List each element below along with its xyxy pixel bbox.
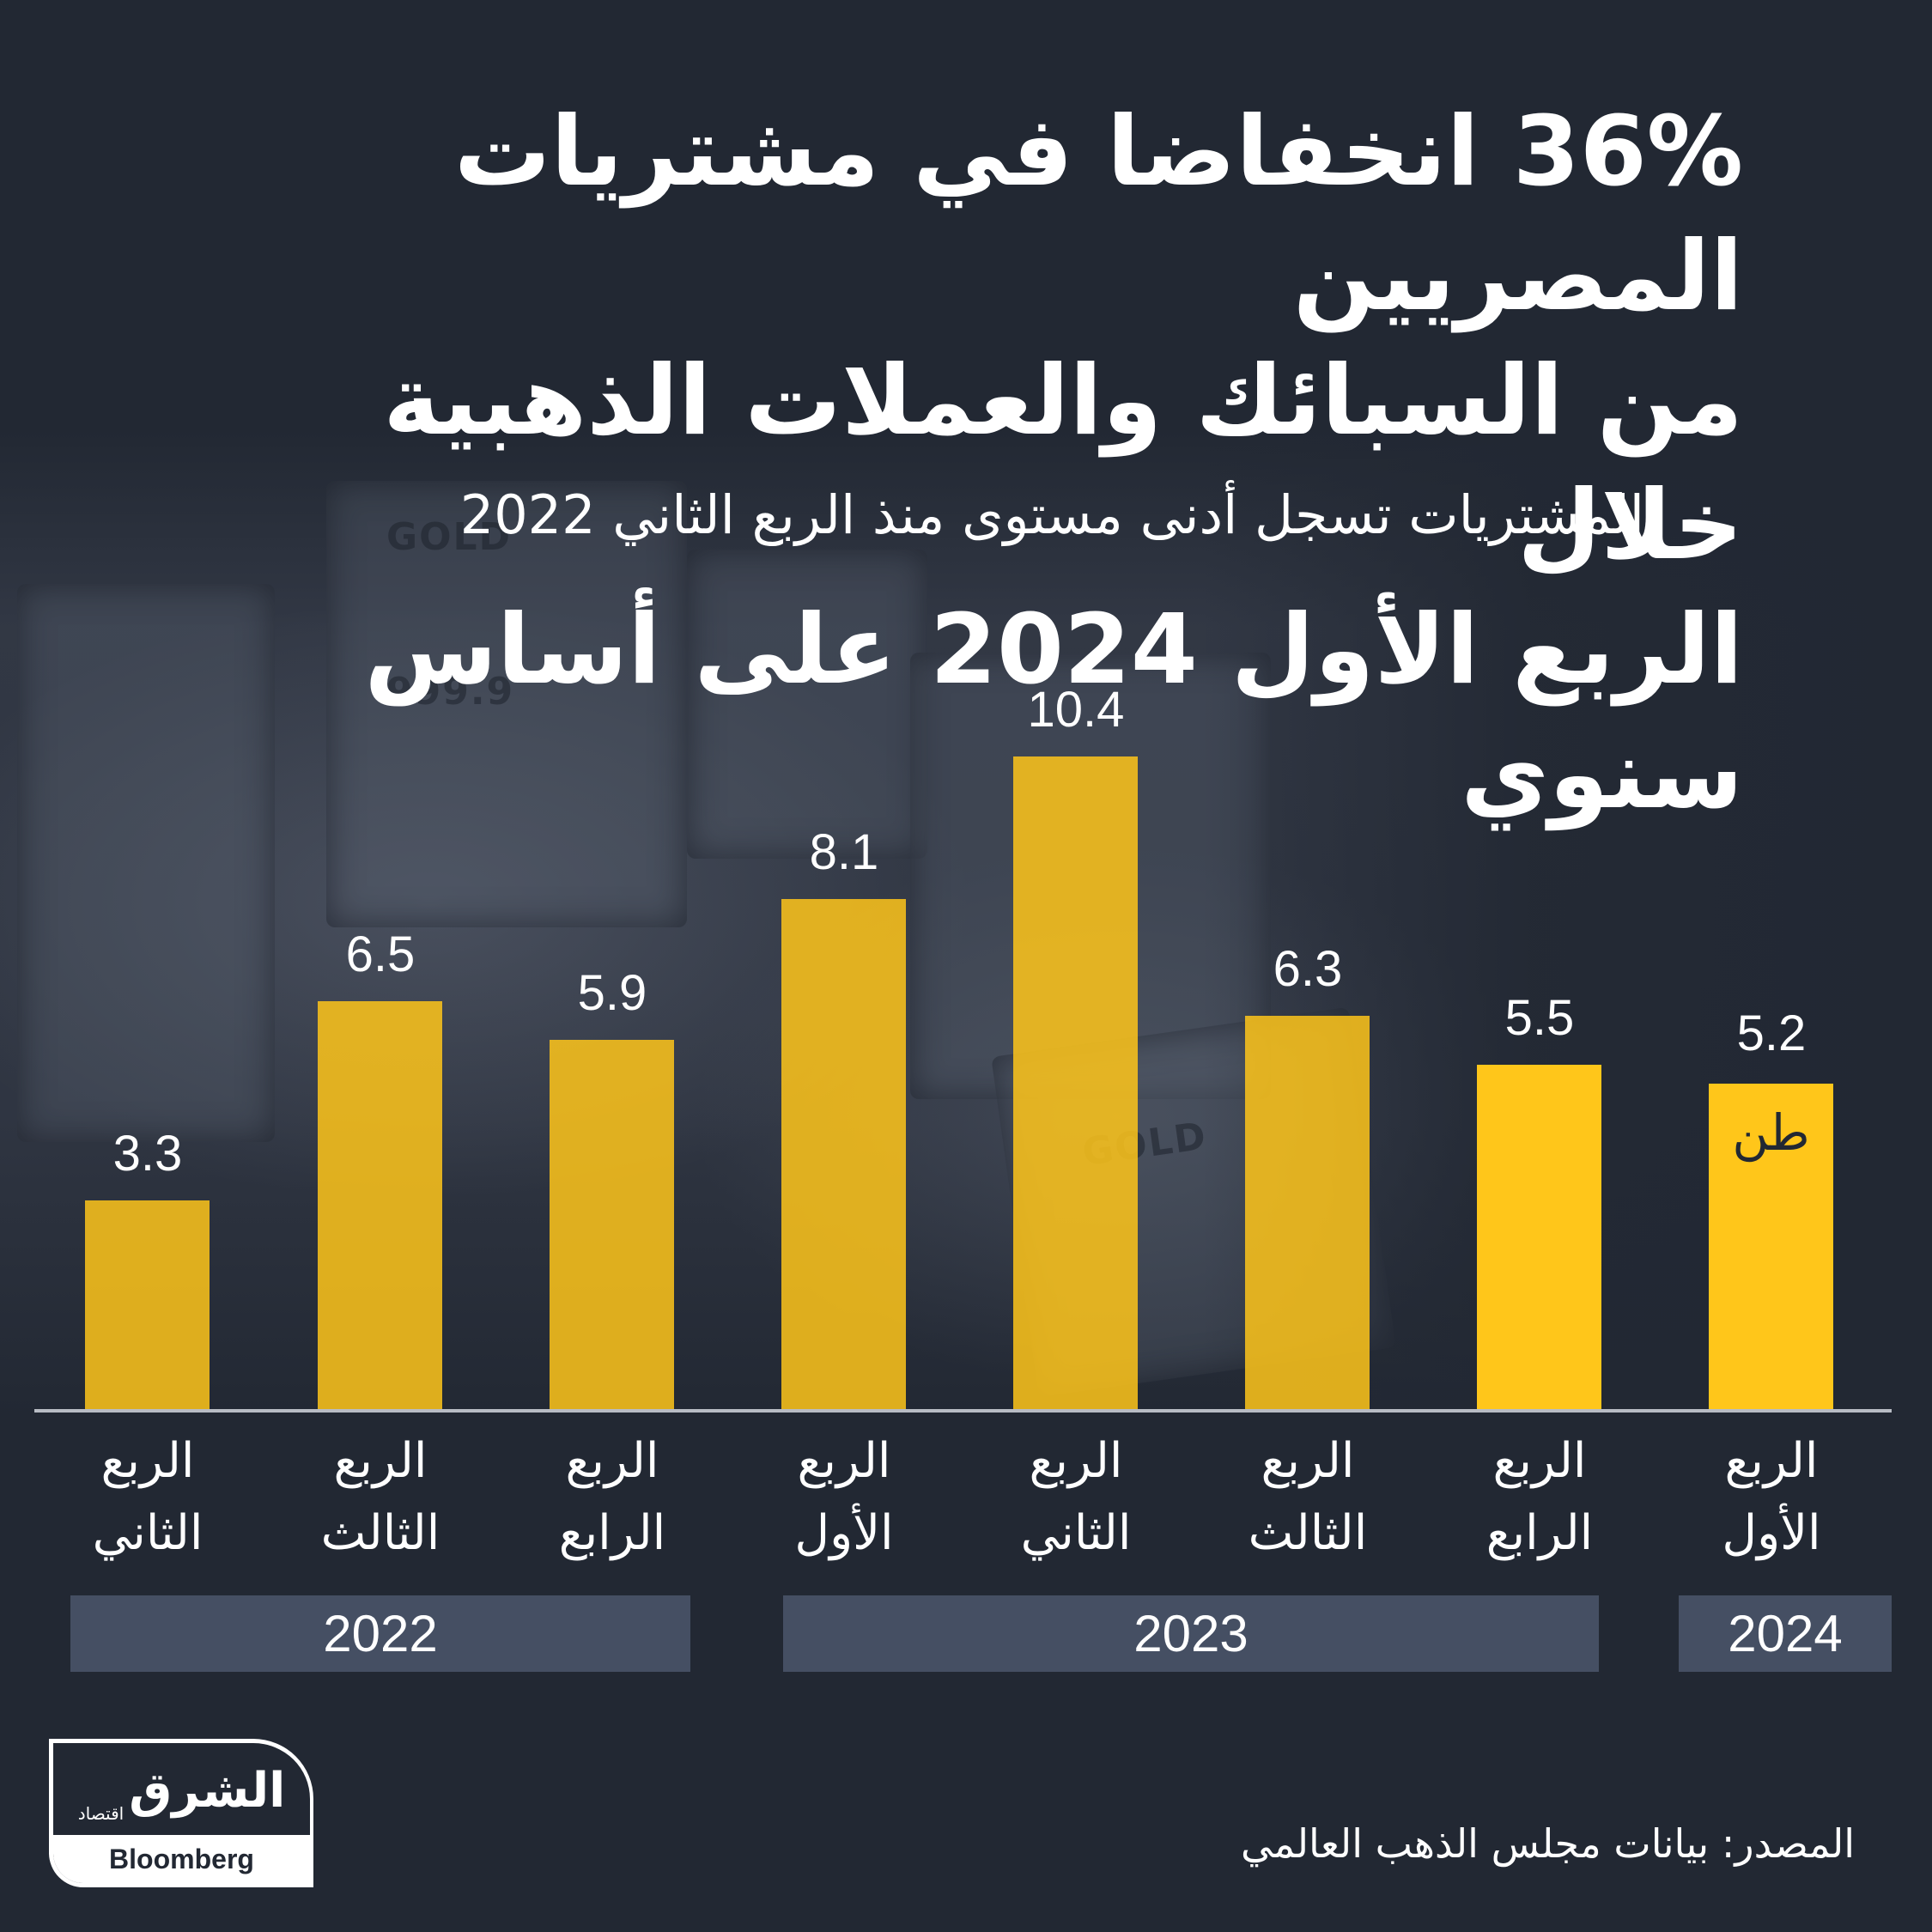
title-line-3: الربع الأول 2024 على أساس سنوي xyxy=(364,594,1743,830)
value-label: 5.2 xyxy=(1736,1005,1807,1061)
year-band-2024: 2024 xyxy=(1679,1595,1892,1672)
value-label: 8.1 xyxy=(809,824,879,880)
year-band-2022: 2022 xyxy=(70,1595,690,1672)
bar-q2-2023 xyxy=(1013,756,1138,1411)
x-axis-label: الربع الثاني xyxy=(92,1433,204,1561)
x-axis-label: الربع الثالث xyxy=(320,1433,440,1561)
bar-q4-2023 xyxy=(1477,1065,1601,1411)
bar-q1-2023 xyxy=(781,899,906,1411)
value-label: 5.9 xyxy=(577,965,647,1021)
logo-sub-text: اقتصاد xyxy=(77,1803,125,1824)
bar-q4-2022 xyxy=(550,1040,674,1411)
source-note: المصدر: بيانات مجلس الذهب العالمي xyxy=(1241,1820,1855,1867)
logo-partner-wordmark: Bloomberg xyxy=(53,1835,310,1883)
x-axis-label: الربع الثالث xyxy=(1248,1433,1368,1561)
title-line-1: 36% انخفاضا في مشتريات المصريين xyxy=(453,96,1743,332)
gold-bar-shape: GOLD 999.9 xyxy=(326,481,687,927)
value-label: 10.4 xyxy=(1027,682,1125,738)
logo-arabic-wordmark: الشرق اقتصاد xyxy=(53,1743,310,1838)
value-label: 6.5 xyxy=(345,927,416,982)
bar-q3-2022 xyxy=(318,1001,442,1411)
x-axis-label: الربع الرابع xyxy=(558,1433,666,1561)
x-axis-label: الربع الأول xyxy=(1722,1433,1821,1561)
gold-bar-shape xyxy=(687,550,927,859)
gold-bar-shape xyxy=(17,584,275,1142)
bar-q3-2023 xyxy=(1245,1016,1370,1411)
chart-subtitle: المشتريات تسجل أدنى مستوى منذ الربع الثا… xyxy=(459,483,1644,546)
bar-q2-2022 xyxy=(85,1200,210,1411)
value-label: 6.3 xyxy=(1273,941,1343,997)
value-label: 5.5 xyxy=(1504,990,1575,1046)
x-axis-label: الربع الأول xyxy=(794,1433,894,1561)
logo-main-text: الشرق xyxy=(129,1762,286,1819)
chart-title: 36% انخفاضا في مشتريات المصريين من السبا… xyxy=(129,90,1743,837)
bar-q1-2024 xyxy=(1709,1084,1833,1411)
asharq-business-bloomberg-logo: الشرق اقتصاد Bloomberg xyxy=(49,1739,313,1887)
unit-label: طن xyxy=(1732,1103,1810,1162)
title-line-2: من السبائك والعملات الذهبية خلال xyxy=(383,345,1743,581)
year-band-2023: 2023 xyxy=(783,1595,1599,1672)
value-label: 3.3 xyxy=(112,1126,183,1182)
x-axis-label: الربع الثاني xyxy=(1020,1433,1132,1561)
x-axis-label: الربع الرابع xyxy=(1485,1433,1594,1561)
x-axis-baseline xyxy=(34,1409,1892,1413)
